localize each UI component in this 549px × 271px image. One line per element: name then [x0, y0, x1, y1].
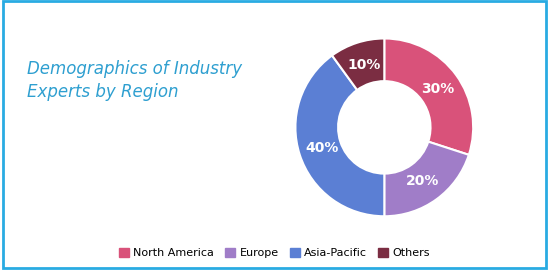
Text: 20%: 20% — [406, 174, 440, 188]
Wedge shape — [295, 56, 384, 216]
Wedge shape — [384, 142, 469, 216]
Text: 30%: 30% — [421, 82, 454, 96]
Text: 40%: 40% — [305, 141, 338, 155]
Legend: North America, Europe, Asia-Pacific, Others: North America, Europe, Asia-Pacific, Oth… — [114, 244, 435, 263]
Wedge shape — [384, 38, 473, 155]
Text: 10%: 10% — [348, 58, 380, 72]
Text: Demographics of Industry
Experts by Region: Demographics of Industry Experts by Regi… — [27, 60, 243, 101]
Wedge shape — [332, 38, 384, 90]
